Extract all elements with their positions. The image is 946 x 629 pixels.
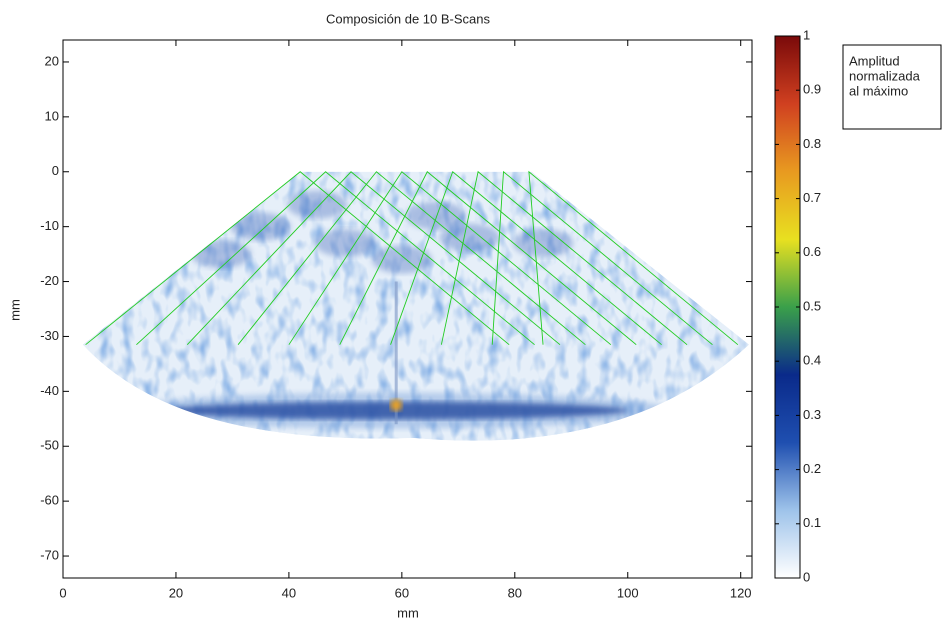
x-tick-label: 0 [59,585,66,600]
scan-lines [85,170,739,346]
y-tick-label: -30 [40,328,59,343]
colorbar [774,35,801,579]
scan-line [85,171,510,346]
chart-title: Composición de 10 B-Scans [326,11,491,26]
colorbar-tick-label: 0.9 [803,82,821,97]
x-tick-label: 40 [282,585,296,600]
scan-line [528,170,739,346]
defect-spot [390,399,403,412]
colorbar-label-line: normalizada [849,68,921,83]
colorbar-tick-label: 0.1 [803,515,821,530]
x-tick-label: 60 [395,585,409,600]
colorbar-label-box [842,44,942,130]
scan-line [186,171,561,346]
heat-blob [513,229,574,258]
heat-blob [405,201,466,230]
scan-line [491,170,713,346]
y-tick-label: -20 [40,273,59,288]
x-tick-label: 100 [617,585,639,600]
x-axis-label: mm [397,605,419,620]
y-tick-label: -70 [40,547,59,562]
colorbar-tick-label: 0.3 [803,407,821,422]
scan-line [136,171,535,346]
colorbar-tick-label: 0.4 [803,353,821,368]
y-tick-label: -50 [40,438,59,453]
colorbar-tick-label: 0.2 [803,461,821,476]
colorbar-tick-label: 0.7 [803,190,821,205]
y-axis-label: mm [7,299,22,321]
heatmap-image [82,171,750,441]
x-tick-label: 80 [508,585,522,600]
heat-blob [439,223,500,252]
y-tick-label: -10 [40,218,59,233]
colorbar-tick-label: 0.6 [803,244,821,259]
heat-blob [230,212,291,241]
y-tick-label: 0 [52,163,59,178]
y-tick-label: -40 [40,383,59,398]
scan-line [390,170,662,346]
y-tick-label: 20 [45,53,59,68]
y-tick-label: 10 [45,108,59,123]
scan-line [339,171,637,346]
x-tick-label: 120 [730,585,752,600]
scan-line [237,171,586,346]
axes-frame [62,39,753,579]
colorbar-label-line: Amplitud [849,53,900,68]
heat-blob [315,229,376,258]
scan-line [440,170,688,346]
heat-blob [371,245,432,274]
colorbar-tick-label: 1 [803,27,810,42]
colorbar-label-line: al máximo [849,83,908,98]
heat-blob [287,190,348,219]
x-tick-label: 20 [169,585,183,600]
colorbar-tick-label: 0 [803,569,810,584]
scan-line [288,171,612,346]
y-tick-label: -60 [40,493,59,508]
colorbar-tick-label: 0.5 [803,298,821,313]
colorbar-tick-label: 0.8 [803,136,821,151]
